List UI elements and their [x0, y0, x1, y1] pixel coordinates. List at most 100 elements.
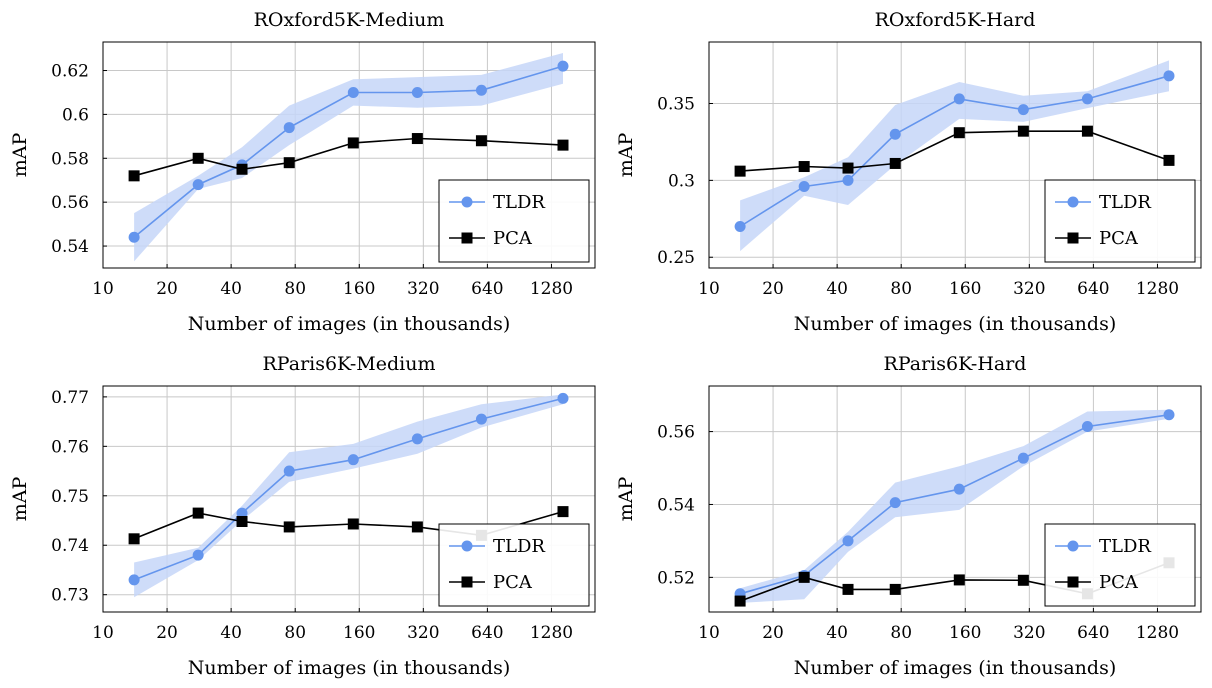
y-axis-label: mAP — [9, 477, 31, 522]
data-point — [889, 128, 901, 140]
data-point — [953, 483, 965, 495]
data-point — [1081, 125, 1093, 137]
data-point — [475, 84, 487, 96]
data-point — [411, 133, 423, 145]
data-point — [1081, 93, 1093, 105]
x-tick-label: 80 — [284, 279, 306, 299]
chart-title: ROxford5K-Medium — [254, 9, 445, 31]
data-point — [283, 521, 295, 533]
data-point — [347, 454, 359, 466]
series-line-tldr — [739, 75, 1170, 228]
x-tick-label: 20 — [762, 279, 784, 299]
legend-marker-pca — [1067, 576, 1079, 588]
data-point — [798, 181, 810, 193]
legend-marker-tldr — [1067, 196, 1079, 208]
plot-frame — [102, 41, 596, 269]
data-point — [1163, 154, 1175, 166]
x-tick-label: 640 — [471, 279, 503, 299]
y-axis-label: mAP — [615, 477, 637, 522]
legend-box — [438, 179, 590, 263]
x-tick-label: 320 — [1013, 279, 1045, 299]
data-point — [1017, 104, 1029, 116]
x-tick-label: 40 — [220, 279, 242, 299]
y-tick-label: 0.62 — [51, 62, 89, 82]
legend-label-tldr: TLDR — [1099, 192, 1151, 213]
legend-marker-pca — [461, 576, 473, 588]
confidence-band-tldr — [134, 53, 563, 262]
series-pca — [734, 125, 1175, 177]
x-tick-label: 10 — [92, 279, 114, 299]
data-point — [411, 433, 423, 445]
legend-box — [438, 523, 590, 607]
x-tick-label: 160 — [949, 623, 981, 643]
x-tick-label: 640 — [471, 623, 503, 643]
data-point — [1017, 125, 1029, 137]
chart-svg: RParis6K-Medium 10 20 40 80 160 320 640 1280 0.73… — [9, 353, 596, 679]
y-tick-label: 0.58 — [51, 149, 89, 169]
series-pca — [128, 133, 569, 182]
legend: TLDR PCA — [1044, 523, 1196, 607]
data-point — [557, 139, 569, 151]
y-tick-label: 0.77 — [51, 388, 89, 408]
confidence-band-tldr — [740, 409, 1169, 603]
y-tick-label: 0.74 — [51, 536, 89, 556]
legend-marker-tldr — [1067, 540, 1079, 552]
data-point — [557, 506, 569, 518]
y-tick-label: 0.56 — [51, 193, 89, 213]
legend: TLDR PCA — [1044, 179, 1196, 263]
data-point — [128, 533, 140, 545]
chart-svg: ROxford5K-Medium 10 20 40 80 160 320 640 1280 0.5… — [9, 9, 596, 335]
y-axis-label: mAP — [9, 133, 31, 178]
data-point — [842, 535, 854, 547]
data-point — [557, 392, 569, 404]
data-point — [557, 60, 569, 72]
series-line-tldr — [739, 414, 1170, 595]
data-point — [475, 135, 487, 147]
x-tick-label: 1280 — [530, 279, 573, 299]
x-axis-label: Number of images (in thousands) — [794, 313, 1117, 335]
y-tick-label: 0.25 — [657, 248, 695, 268]
chart-title: RParis6K-Medium — [263, 353, 436, 375]
data-point — [1017, 574, 1029, 586]
x-tick-label: 10 — [92, 623, 114, 643]
data-point — [1163, 70, 1175, 82]
series-line-tldr — [133, 397, 564, 581]
legend-label-tldr: TLDR — [493, 192, 545, 213]
confidence-band-tldr — [740, 60, 1169, 252]
y-tick-label: 0.76 — [51, 437, 89, 457]
x-tick-label: 80 — [890, 623, 912, 643]
chart-svg: ROxford5K-Hard 10 20 40 80 160 320 640 1280 0.25 0… — [615, 9, 1202, 335]
data-point — [192, 507, 204, 519]
x-tick-label: 320 — [407, 279, 439, 299]
x-tick-label: 160 — [949, 279, 981, 299]
y-tick-label: 0.73 — [51, 586, 89, 606]
data-point — [283, 157, 295, 169]
x-tick-label: 20 — [762, 623, 784, 643]
data-point — [1163, 409, 1175, 421]
x-tick-label: 160 — [343, 279, 375, 299]
data-point — [347, 137, 359, 149]
chart-panel-rparis-hard: RParis6K-Hard 10 20 40 80 160 320 640 1280 0.52 0.… — [606, 344, 1212, 688]
legend-label-tldr: TLDR — [493, 536, 545, 557]
series-tldr — [128, 392, 569, 586]
y-tick-label: 0.54 — [51, 237, 89, 257]
chart-title: ROxford5K-Hard — [875, 9, 1036, 31]
data-point — [128, 170, 140, 182]
legend-box — [1044, 523, 1196, 607]
x-tick-label: 20 — [156, 623, 178, 643]
y-axis-label: mAP — [615, 133, 637, 178]
chart-title: RParis6K-Hard — [884, 353, 1027, 375]
legend-marker-pca — [461, 232, 473, 244]
data-point — [347, 86, 359, 98]
data-point — [411, 521, 423, 533]
series-line-tldr — [133, 65, 564, 238]
x-axis-label: Number of images (in thousands) — [188, 313, 511, 335]
x-tick-label: 320 — [407, 623, 439, 643]
plot-frame — [708, 41, 1202, 269]
data-point — [283, 122, 295, 134]
data-point — [798, 161, 810, 173]
x-tick-label: 640 — [1077, 279, 1109, 299]
x-tick-label: 80 — [890, 279, 912, 299]
x-tick-label: 160 — [343, 623, 375, 643]
legend-label-tldr: TLDR — [1099, 536, 1151, 557]
